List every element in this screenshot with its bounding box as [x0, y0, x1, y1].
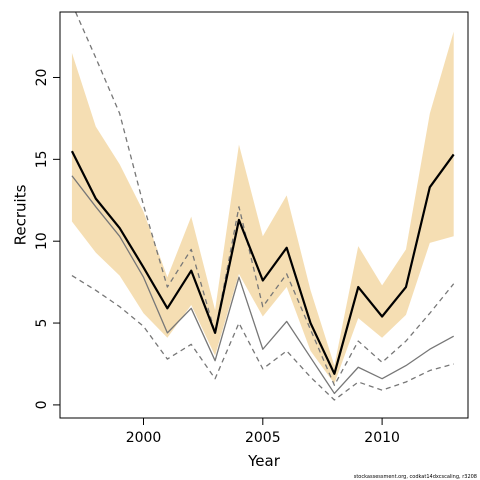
- plot-area: [70, 12, 455, 401]
- y-tick-label-0: 0: [34, 400, 50, 409]
- x-tick-label-2005: 2005: [245, 430, 281, 446]
- x-tick-label-2010: 2010: [364, 430, 400, 446]
- x-axis-label: Year: [247, 452, 281, 470]
- y-tick-label-20: 20: [34, 69, 50, 87]
- series-line-estimate: [70, 150, 455, 375]
- credit-text: stockassessment.org, codkat14dxcscaling,…: [354, 474, 477, 480]
- y-tick-label-5: 5: [34, 319, 50, 328]
- y-axis-label: Recruits: [12, 184, 30, 245]
- x-tick-label-2000: 2000: [126, 430, 162, 446]
- x-axis: 2000 2005 2010: [126, 418, 400, 446]
- series-line-dashed-3: [71, 275, 454, 401]
- plot-frame: [59, 11, 469, 419]
- series-line-dashed-2: [74, 12, 455, 386]
- series-line-gray: [71, 175, 454, 395]
- y-axis: 0 5 10 15 20: [34, 69, 60, 409]
- y-tick-label-10: 10: [34, 232, 50, 250]
- y-tick-label-15: 15: [34, 150, 50, 168]
- confidence-band: [71, 31, 454, 384]
